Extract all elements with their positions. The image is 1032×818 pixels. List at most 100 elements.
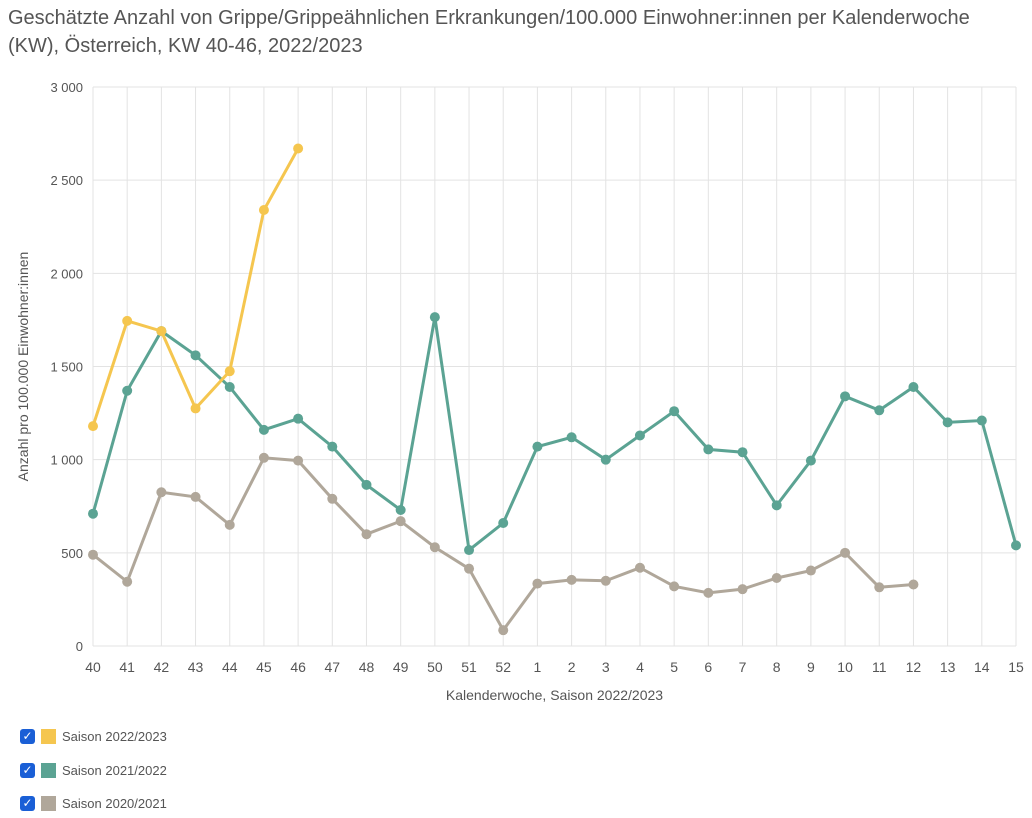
data-point bbox=[600, 454, 611, 465]
data-point bbox=[532, 578, 543, 589]
data-point bbox=[634, 562, 645, 573]
checkbox-checked-icon[interactable]: ✓ bbox=[20, 729, 35, 744]
legend-label: Saison 2021/2022 bbox=[62, 763, 167, 778]
data-point bbox=[395, 516, 406, 527]
data-point bbox=[874, 405, 885, 416]
x-tick-label: 52 bbox=[495, 659, 511, 675]
y-tick-label: 2 000 bbox=[50, 266, 83, 281]
data-point bbox=[258, 204, 269, 215]
data-point bbox=[771, 500, 782, 511]
data-point bbox=[429, 542, 440, 553]
data-point bbox=[498, 625, 509, 636]
x-tick-label: 49 bbox=[393, 659, 409, 675]
x-tick-label: 2 bbox=[568, 659, 576, 675]
x-tick-label: 48 bbox=[359, 659, 375, 675]
data-point bbox=[190, 491, 201, 502]
x-tick-label: 13 bbox=[940, 659, 956, 675]
x-tick-label: 7 bbox=[739, 659, 747, 675]
checkbox-checked-icon[interactable]: ✓ bbox=[20, 763, 35, 778]
legend-item-2021-2022[interactable]: ✓ Saison 2021/2022 bbox=[20, 763, 167, 778]
data-point bbox=[327, 493, 338, 504]
data-point bbox=[532, 441, 543, 452]
data-point bbox=[976, 415, 987, 426]
data-point bbox=[190, 403, 201, 414]
legend-label: Saison 2020/2021 bbox=[62, 796, 167, 811]
data-point bbox=[361, 479, 372, 490]
x-tick-label: 1 bbox=[534, 659, 542, 675]
x-tick-label: 8 bbox=[773, 659, 781, 675]
y-axis-label: Anzahl pro 100.000 Einwohner:innen bbox=[15, 252, 31, 482]
data-point bbox=[566, 574, 577, 585]
data-point bbox=[156, 326, 167, 337]
data-point bbox=[669, 581, 680, 592]
x-tick-label: 42 bbox=[154, 659, 170, 675]
y-tick-label: 1 000 bbox=[50, 453, 83, 468]
y-tick-label: 0 bbox=[76, 639, 83, 654]
legend-item-2022-2023[interactable]: ✓ Saison 2022/2023 bbox=[20, 729, 167, 744]
x-tick-label: 14 bbox=[974, 659, 990, 675]
data-point bbox=[190, 350, 201, 361]
data-point bbox=[908, 579, 919, 590]
x-tick-label: 11 bbox=[872, 659, 887, 675]
legend-item-2020-2021[interactable]: ✓ Saison 2020/2021 bbox=[20, 796, 167, 811]
x-tick-label: 3 bbox=[602, 659, 610, 675]
x-tick-label: 47 bbox=[325, 659, 341, 675]
x-tick-label: 43 bbox=[188, 659, 204, 675]
data-point bbox=[840, 391, 851, 402]
data-point bbox=[908, 381, 919, 392]
chart-title: Geschätzte Anzahl von Grippe/Grippeähnli… bbox=[8, 7, 970, 57]
data-point bbox=[293, 413, 304, 424]
x-tick-label: 51 bbox=[461, 659, 477, 675]
data-point bbox=[805, 565, 816, 576]
x-tick-label: 15 bbox=[1008, 659, 1024, 675]
y-tick-label: 1 500 bbox=[50, 360, 83, 375]
x-tick-label: 44 bbox=[222, 659, 238, 675]
data-point bbox=[600, 575, 611, 586]
data-point bbox=[258, 452, 269, 463]
x-tick-label: 9 bbox=[807, 659, 815, 675]
data-point bbox=[258, 424, 269, 435]
x-tick-label: 45 bbox=[256, 659, 272, 675]
data-point bbox=[737, 447, 748, 458]
data-point bbox=[942, 417, 953, 428]
data-point bbox=[634, 430, 645, 441]
legend-swatch bbox=[41, 796, 56, 811]
y-tick-label: 2 500 bbox=[50, 173, 83, 188]
legend-label: Saison 2022/2023 bbox=[62, 729, 167, 744]
data-point bbox=[737, 584, 748, 595]
data-point bbox=[464, 563, 475, 574]
x-tick-label: 12 bbox=[906, 659, 922, 675]
data-point bbox=[122, 576, 133, 587]
data-point bbox=[464, 545, 475, 556]
x-tick-label: 40 bbox=[85, 659, 101, 675]
data-point bbox=[327, 441, 338, 452]
y-tick-label: 500 bbox=[61, 546, 83, 561]
data-point bbox=[361, 529, 372, 540]
data-point bbox=[88, 549, 98, 560]
data-point bbox=[498, 518, 509, 529]
data-point bbox=[566, 432, 577, 443]
data-point bbox=[156, 487, 167, 498]
data-point bbox=[88, 421, 98, 432]
x-tick-label: 5 bbox=[670, 659, 678, 675]
data-point bbox=[122, 315, 133, 326]
data-point bbox=[429, 312, 440, 323]
legend-swatch bbox=[41, 729, 56, 744]
data-point bbox=[293, 455, 304, 466]
series-line bbox=[91, 316, 1018, 553]
x-tick-label: 46 bbox=[290, 659, 306, 675]
data-point bbox=[122, 385, 133, 396]
x-tick-label: 4 bbox=[636, 659, 644, 675]
x-tick-label: 10 bbox=[837, 659, 853, 675]
data-point bbox=[224, 381, 235, 392]
data-point bbox=[1011, 540, 1021, 551]
legend-swatch bbox=[41, 763, 56, 778]
checkbox-checked-icon[interactable]: ✓ bbox=[20, 796, 35, 811]
x-tick-label: 50 bbox=[427, 659, 443, 675]
data-point bbox=[88, 508, 98, 519]
data-point bbox=[874, 582, 885, 593]
y-tick-label: 3 000 bbox=[50, 80, 83, 95]
data-point bbox=[224, 366, 235, 377]
data-point bbox=[293, 143, 304, 154]
